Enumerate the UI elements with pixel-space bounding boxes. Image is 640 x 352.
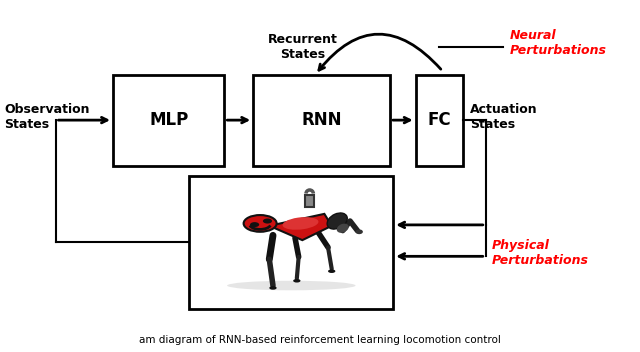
Bar (189, 176, 394, 309)
Text: Neural
Perturbations: Neural Perturbations (509, 29, 607, 57)
FancyBboxPatch shape (305, 195, 314, 207)
Bar (415, 75, 463, 165)
Text: FC: FC (428, 111, 451, 129)
Ellipse shape (227, 281, 356, 290)
Polygon shape (269, 214, 332, 240)
Text: am diagram of RNN-based reinforcement learning locomotion control: am diagram of RNN-based reinforcement le… (139, 335, 501, 345)
Ellipse shape (269, 286, 276, 290)
Ellipse shape (244, 215, 276, 232)
Text: MLP: MLP (149, 111, 188, 129)
Ellipse shape (293, 279, 301, 283)
Bar (113, 75, 225, 165)
Text: RNN: RNN (301, 111, 342, 129)
Ellipse shape (356, 230, 363, 234)
Ellipse shape (282, 217, 319, 230)
Circle shape (263, 219, 272, 224)
Text: Actuation
States: Actuation States (470, 103, 538, 131)
Ellipse shape (337, 224, 349, 233)
Circle shape (250, 222, 259, 227)
Text: Observation
States: Observation States (4, 103, 90, 131)
Text: Recurrent
States: Recurrent States (268, 33, 337, 61)
Ellipse shape (328, 269, 335, 273)
Bar (253, 75, 390, 165)
Text: Physical
Perturbations: Physical Perturbations (492, 239, 589, 267)
Ellipse shape (327, 213, 348, 229)
